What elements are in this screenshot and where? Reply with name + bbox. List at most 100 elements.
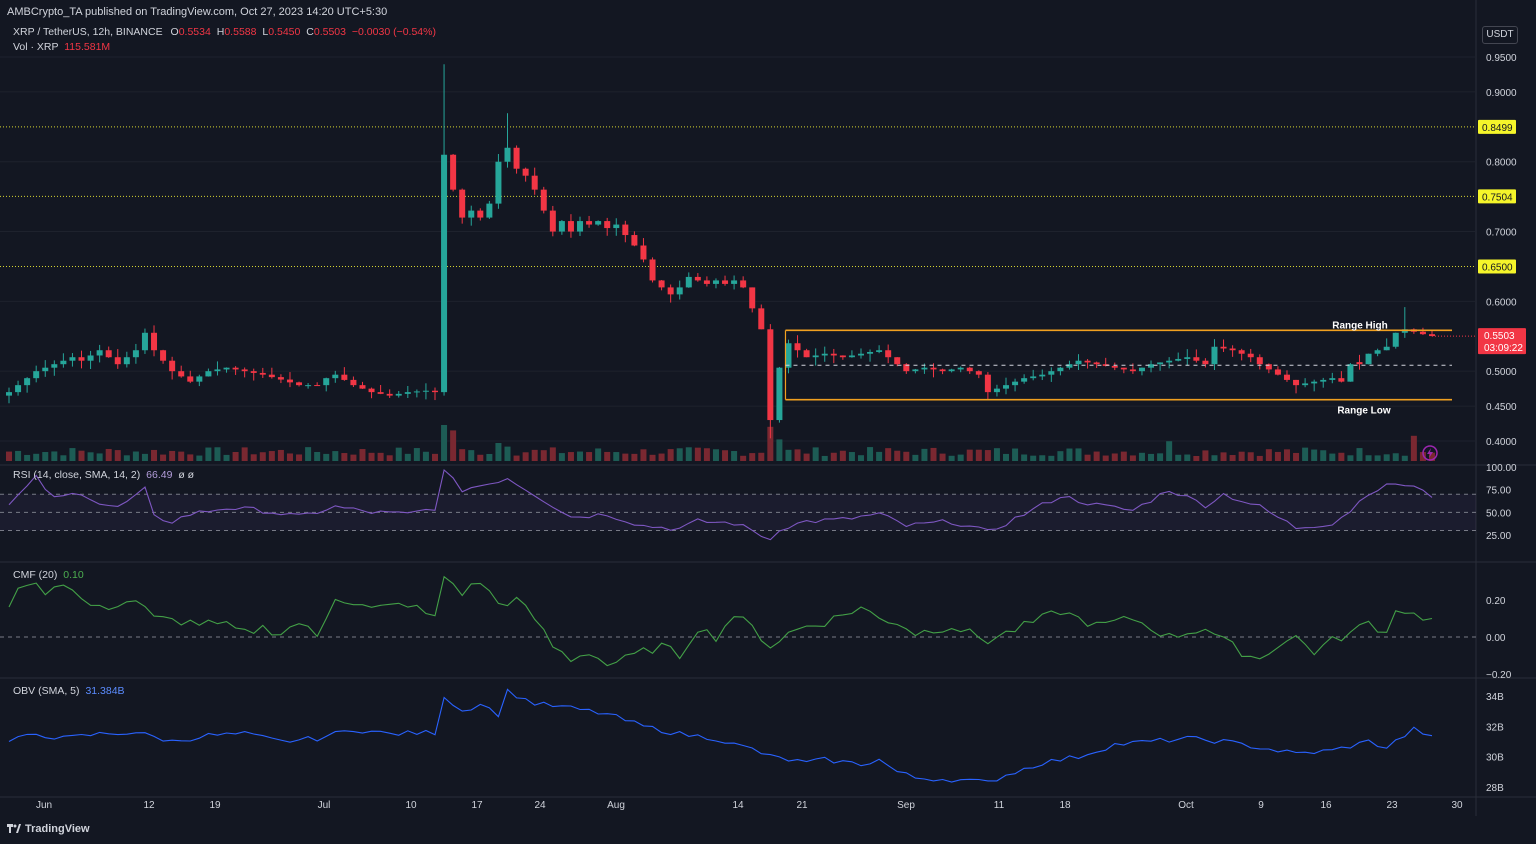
volume-bar [1365, 455, 1372, 461]
volume-bar [468, 450, 475, 461]
candle-body [1129, 369, 1136, 372]
volume-bar [296, 454, 303, 461]
rsi-legend: RSI (14, close, SMA, 14, 2) 66.49 ø ø [13, 469, 194, 481]
candle-body [794, 343, 801, 351]
volume-bar [740, 455, 747, 461]
time-tick-label: Jul [318, 800, 331, 811]
time-tick-label: 17 [471, 800, 483, 811]
volume-bar [486, 453, 493, 461]
candle-body [876, 350, 883, 352]
volume-bar [903, 451, 910, 461]
volume-bar [975, 449, 982, 461]
candle-body [1003, 385, 1010, 389]
volume-label[interactable]: Vol · XRP [13, 41, 59, 53]
candle-body [1220, 346, 1227, 349]
candle-body [658, 280, 665, 288]
volume-bar [885, 448, 892, 461]
alert-lightning-icon [1422, 445, 1438, 461]
candle-body [477, 210, 484, 218]
volume-bar [948, 455, 955, 461]
volume-bar [1030, 455, 1037, 461]
volume-bar [33, 453, 40, 461]
volume-bar [667, 449, 674, 461]
volume-bar [1410, 435, 1417, 461]
candle-body [60, 360, 67, 365]
candle-body [939, 369, 946, 372]
candle-body [277, 377, 284, 380]
time-tick-label: 19 [209, 800, 221, 811]
volume-bar [1012, 448, 1019, 461]
time-tick-label: 11 [994, 800, 1005, 811]
time-tick-label: 23 [1386, 800, 1398, 811]
volume-bar [305, 447, 312, 461]
candle-body [132, 350, 139, 358]
rsi-line [8, 468, 1433, 541]
candle-body [1347, 364, 1354, 382]
candle-body [848, 355, 855, 358]
volume-bar [649, 454, 656, 461]
candle-body [15, 385, 22, 393]
bar-countdown-label: 03:09:22 [1484, 343, 1523, 354]
volume-bar [821, 455, 828, 461]
candle-body [232, 367, 239, 370]
candle-body [577, 221, 584, 232]
candle-body [96, 350, 103, 356]
volume-bar [894, 450, 901, 461]
symbol-line[interactable]: XRP / TetherUS, 12h, BINANCE [13, 26, 163, 38]
key-level-label: 0.7504 [1482, 192, 1513, 203]
rsi-tick-label: 100.00 [1486, 463, 1517, 474]
time-tick-label: 10 [405, 800, 417, 811]
candle-body [141, 332, 148, 351]
volume-bar [1401, 455, 1408, 461]
rsi-tick-label: 25.00 [1486, 531, 1511, 542]
key-level-tag [1478, 259, 1516, 274]
cmf-title[interactable]: CMF (20) [13, 569, 58, 581]
tradingview-logo[interactable]: TradingView [7, 823, 90, 835]
candle-body [1293, 379, 1300, 386]
obv-tick-label: 28B [1486, 783, 1504, 794]
time-tick-label: 30 [1451, 800, 1463, 811]
volume-bar [658, 453, 665, 461]
volume-bar [1102, 455, 1109, 461]
range-low-label: Range Low [1337, 406, 1391, 417]
volume-bar [513, 455, 520, 461]
volume-bar [450, 430, 457, 461]
volume-bar [1356, 448, 1363, 461]
volume-legend: Vol · XRP 115.581M [13, 41, 110, 53]
currency-button[interactable]: USDT [1482, 26, 1518, 44]
obv-line [8, 688, 1433, 783]
volume-bar [1120, 451, 1127, 461]
time-tick-label: Jun [36, 800, 52, 811]
volume-bar [703, 448, 710, 461]
candle-body [1419, 331, 1426, 335]
obv-value: 31.384B [85, 685, 125, 697]
volume-bar [114, 450, 121, 461]
current-price-label: 0.5503 [1484, 331, 1515, 342]
volume-bar [1311, 449, 1318, 461]
volume-bar [1302, 447, 1309, 461]
price-tick-label: 0.4000 [1486, 437, 1517, 448]
candle-body [404, 392, 411, 394]
volume-bar [1265, 449, 1272, 461]
obv-title[interactable]: OBV (SMA, 5) [13, 685, 80, 697]
candle-body [830, 353, 837, 356]
cmf-tick-label: 0.00 [1486, 633, 1506, 644]
candle-body [685, 276, 692, 288]
volume-bar [1419, 452, 1426, 461]
volume-bar [767, 426, 774, 461]
candle-body [613, 224, 620, 229]
volume-bar [187, 454, 194, 461]
volume-bar [604, 451, 611, 461]
volume-bar [350, 454, 357, 461]
candle-body [1247, 353, 1254, 358]
time-tick-label: Aug [607, 800, 625, 811]
candle-body [631, 235, 638, 246]
candle-body [332, 374, 339, 379]
volume-bar [966, 449, 973, 461]
volume-bar [1329, 453, 1336, 461]
volume-bar [141, 453, 148, 461]
volume-bar [1320, 450, 1327, 461]
candle-body [1093, 362, 1100, 365]
rsi-title[interactable]: RSI (14, close, SMA, 14, 2) [13, 469, 141, 481]
